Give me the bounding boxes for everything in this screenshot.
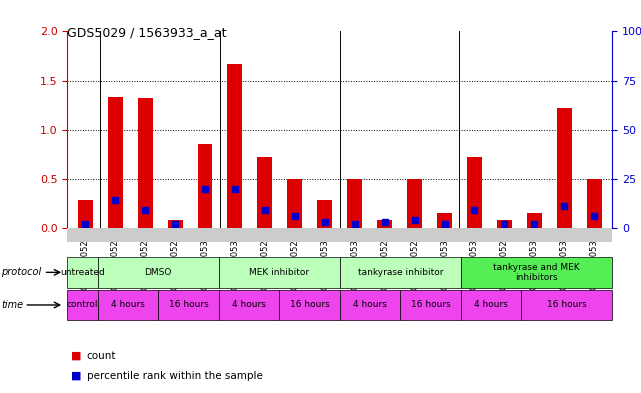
Text: ■: ■ [71,371,81,381]
Text: tankyrase inhibitor: tankyrase inhibitor [358,268,443,277]
Bar [437,213,452,228]
Bar [108,97,122,228]
Bar [287,179,303,228]
Bar [138,98,153,228]
Bar [587,179,602,228]
Bar [497,220,512,228]
Text: 16 hours: 16 hours [169,301,208,309]
Bar [557,108,572,228]
Text: 4 hours: 4 hours [353,301,387,309]
Text: untreated: untreated [60,268,105,277]
Bar [167,220,183,228]
Bar [527,213,542,228]
Bar [467,157,482,228]
Bar [258,157,272,228]
Text: 4 hours: 4 hours [474,301,508,309]
Bar [197,144,213,228]
Bar [78,200,93,228]
Text: 16 hours: 16 hours [411,301,451,309]
Text: tankyrase and MEK
inhibitors: tankyrase and MEK inhibitors [493,263,580,282]
Bar [317,200,332,228]
Text: 4 hours: 4 hours [232,301,266,309]
Text: time: time [1,300,24,310]
Text: 16 hours: 16 hours [290,301,329,309]
Text: protocol: protocol [1,267,42,277]
Bar [347,179,362,228]
Bar [228,64,242,228]
Text: 4 hours: 4 hours [111,301,145,309]
Text: GDS5029 / 1563933_a_at: GDS5029 / 1563933_a_at [67,26,227,39]
Text: count: count [87,351,116,361]
Bar [377,220,392,228]
Text: percentile rank within the sample: percentile rank within the sample [87,371,262,381]
Text: control: control [67,301,98,309]
Text: ■: ■ [71,351,81,361]
Text: 16 hours: 16 hours [547,301,587,309]
Text: MEK inhibitor: MEK inhibitor [249,268,309,277]
Text: DMSO: DMSO [144,268,172,277]
Bar [407,179,422,228]
